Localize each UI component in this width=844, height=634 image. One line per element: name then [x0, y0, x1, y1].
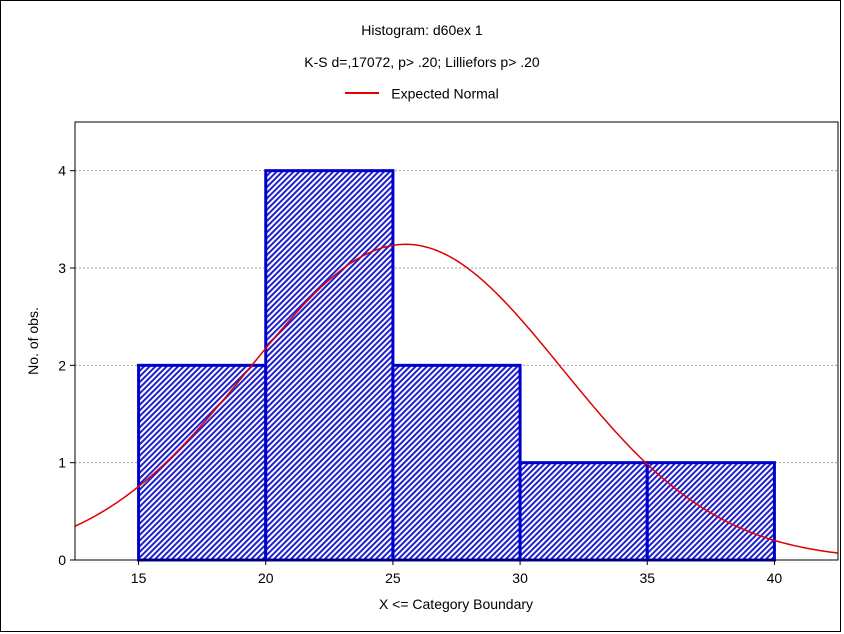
- legend-label-expected-normal: Expected Normal: [391, 85, 499, 102]
- chart-subtitle: K-S d=,17072, p> .20; Lilliefors p> .20: [304, 54, 540, 70]
- histogram-bar-20-25: [264, 169, 395, 562]
- histogram-bar-35-40: [645, 461, 776, 562]
- legend: Expected Normal: [0, 84, 844, 101]
- x-tick-label-30: 30: [512, 570, 528, 586]
- y-tick-label-0: 0: [58, 552, 66, 568]
- expected-normal-curve: [75, 243, 838, 554]
- x-tick-label-20: 20: [258, 570, 274, 586]
- plot-area-border: [74, 121, 839, 561]
- y-tick-label-4: 4: [58, 163, 66, 179]
- x-tick-label-40: 40: [767, 570, 783, 586]
- legend-swatch-expected-normal: [345, 92, 380, 95]
- histogram-bar-25-30: [391, 363, 522, 562]
- x-tick-label-15: 15: [131, 570, 147, 586]
- x-tick-label-35: 35: [639, 570, 655, 586]
- x-tick-label-25: 25: [385, 570, 401, 586]
- chart-title: Histogram: d60ex 1: [361, 22, 483, 38]
- x-axis-label: X <= Category Boundary: [379, 596, 533, 612]
- histogram-bar-15-20: [137, 363, 268, 562]
- histogram-bar-30-35: [518, 461, 649, 562]
- y-axis-label: No. of obs.: [25, 307, 41, 375]
- y-tick-label-1: 1: [58, 455, 66, 471]
- y-tick-label-3: 3: [58, 260, 66, 276]
- y-tick-label-2: 2: [58, 357, 66, 373]
